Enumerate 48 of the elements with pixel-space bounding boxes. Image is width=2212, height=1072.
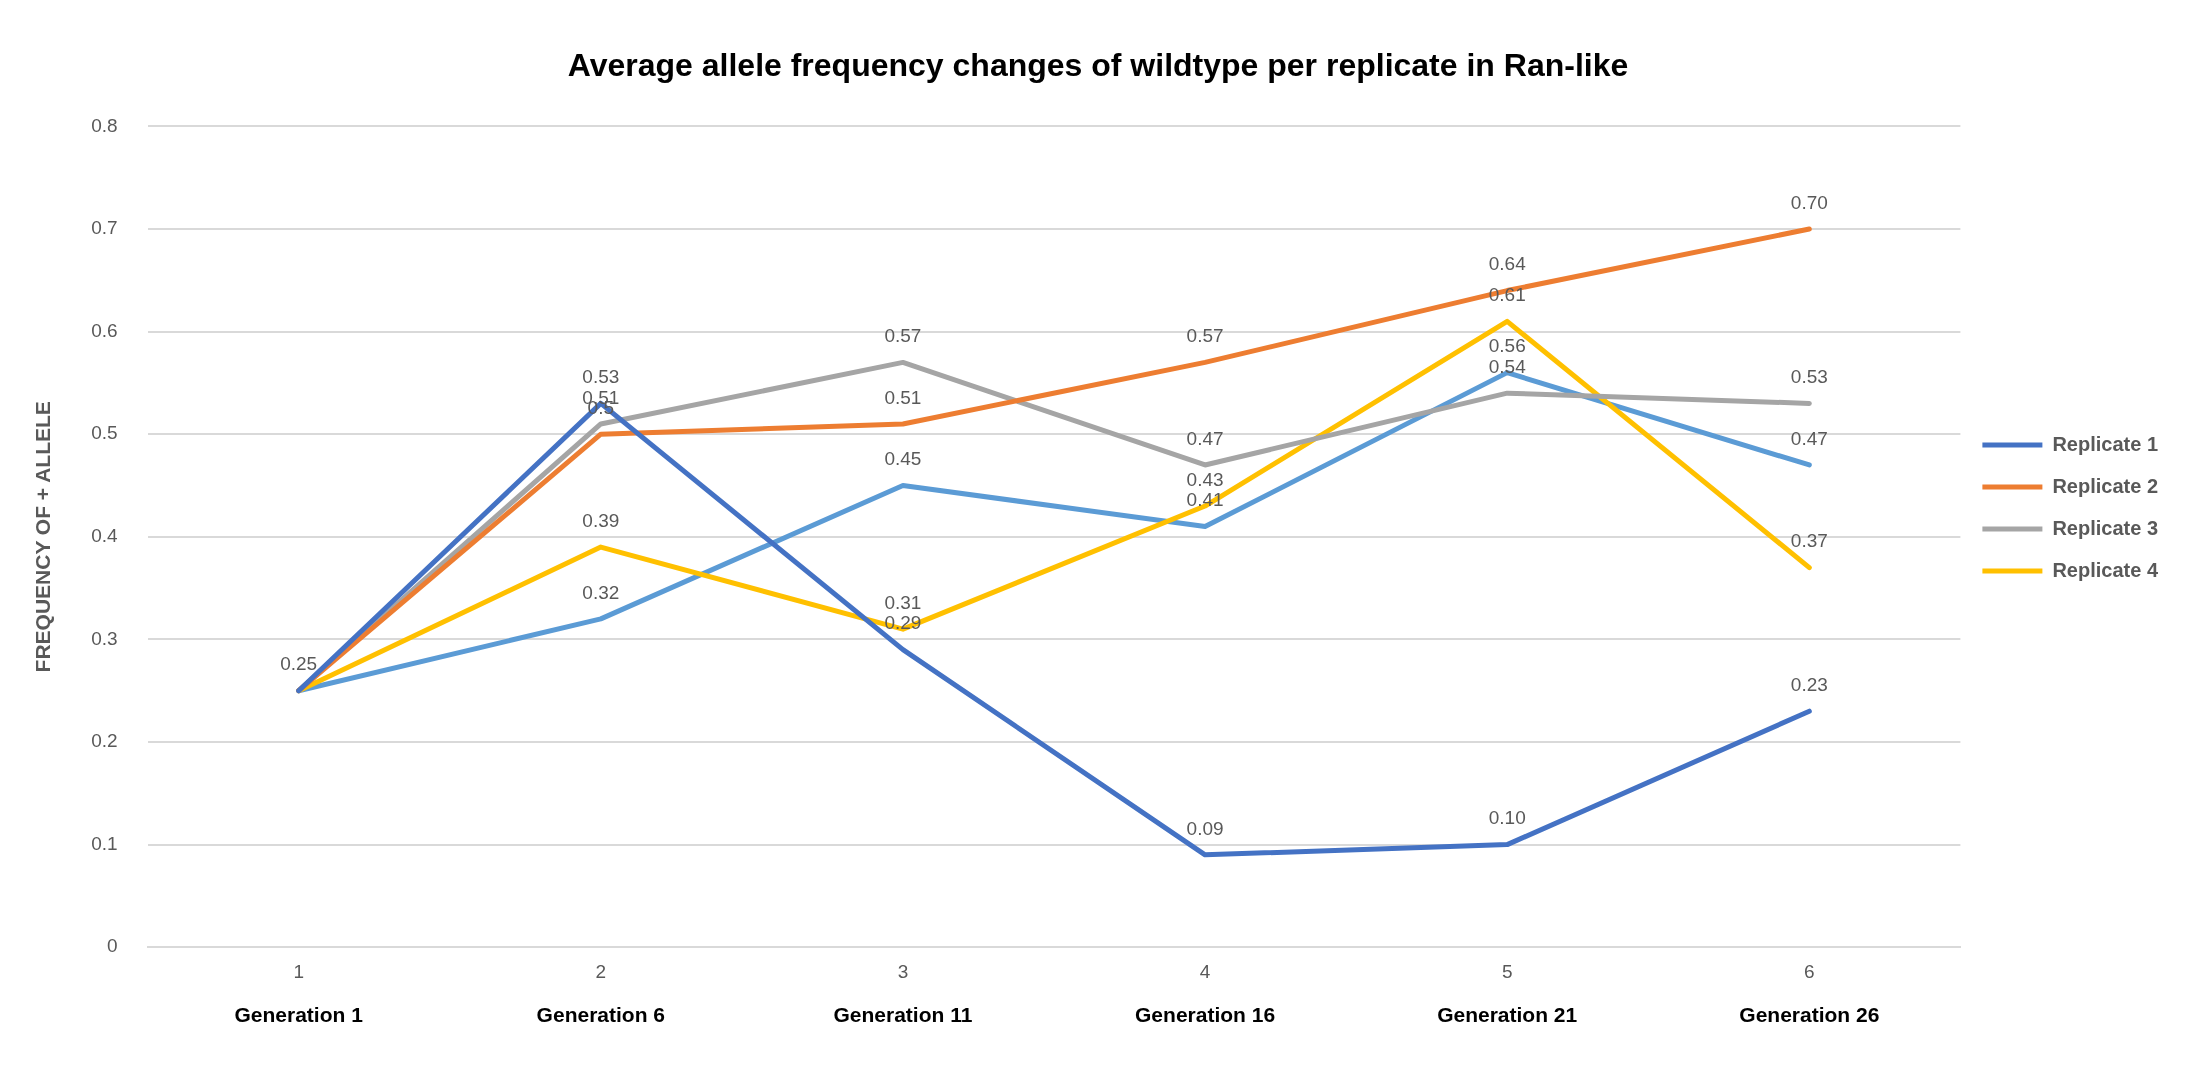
x-tick-label: 6: [1804, 960, 1815, 982]
data-label: 0.64: [1488, 253, 1527, 275]
data-label: 0.57: [884, 325, 922, 347]
data-label: 0.39: [582, 509, 620, 531]
y-tick-label: 0.7: [91, 217, 118, 239]
data-label: 0.37: [1790, 530, 1828, 552]
legend-label: Replicate 1: [2052, 432, 2158, 455]
y-tick-label: 0.8: [91, 114, 118, 136]
data-label: 0.25: [280, 653, 318, 675]
y-tick-label: 0.4: [91, 525, 119, 547]
x-tick-label: 1: [293, 960, 304, 982]
text: Generation 21: [1437, 1003, 1578, 1027]
data-label: 0.09: [1186, 817, 1224, 839]
text: Generation 16: [1135, 1003, 1276, 1027]
data-label: 0.56: [1488, 335, 1526, 357]
data-label: 0.47: [1186, 427, 1224, 449]
text: Generation 26: [1739, 1003, 1880, 1027]
data-label: 0.70: [1790, 191, 1828, 213]
y-axis-title: FREQUENCY OF + ALLELE: [31, 401, 55, 673]
x-tick-label: 4: [1199, 960, 1211, 982]
x-tick-label: 5: [1501, 960, 1513, 982]
y-tick-label: 0.6: [91, 319, 118, 341]
x-tick-label: 3: [897, 960, 909, 982]
legend-label: Replicate 4: [2052, 558, 2159, 581]
y-tick-label: 0: [107, 935, 118, 957]
text: Generation 6: [536, 1003, 665, 1027]
data-label: 0.45: [884, 448, 922, 470]
text: Generation 11: [833, 1003, 973, 1027]
data-label: 0.54: [1488, 355, 1527, 377]
y-tick-label: 0.1: [91, 832, 118, 854]
data-label: 0.53: [1790, 366, 1828, 388]
y-tick-label: 0.2: [91, 730, 118, 752]
data-label: 0.10: [1488, 807, 1526, 829]
text: Generation 1: [234, 1003, 364, 1027]
data-label: 0.23: [1790, 673, 1828, 695]
legend-label: Replicate 2: [2052, 474, 2158, 497]
data-label: 0.57: [1186, 325, 1224, 347]
chart-title: Average allele frequency changes of wildtype per replicate in Ran-like: [567, 47, 1629, 84]
y-tick-label: 0.5: [91, 422, 118, 444]
legend-label: Replicate 3: [2052, 516, 2158, 539]
x-tick-label: 2: [595, 960, 607, 982]
data-label: 0.53: [582, 366, 620, 388]
data-label: 0.32: [582, 581, 620, 603]
data-label: 0.31: [884, 591, 922, 613]
y-tick-label: 0.3: [91, 627, 118, 649]
data-label: 0.51: [884, 386, 922, 408]
data-label: 0.47: [1790, 427, 1828, 449]
data-label: 0.43: [1186, 468, 1224, 490]
